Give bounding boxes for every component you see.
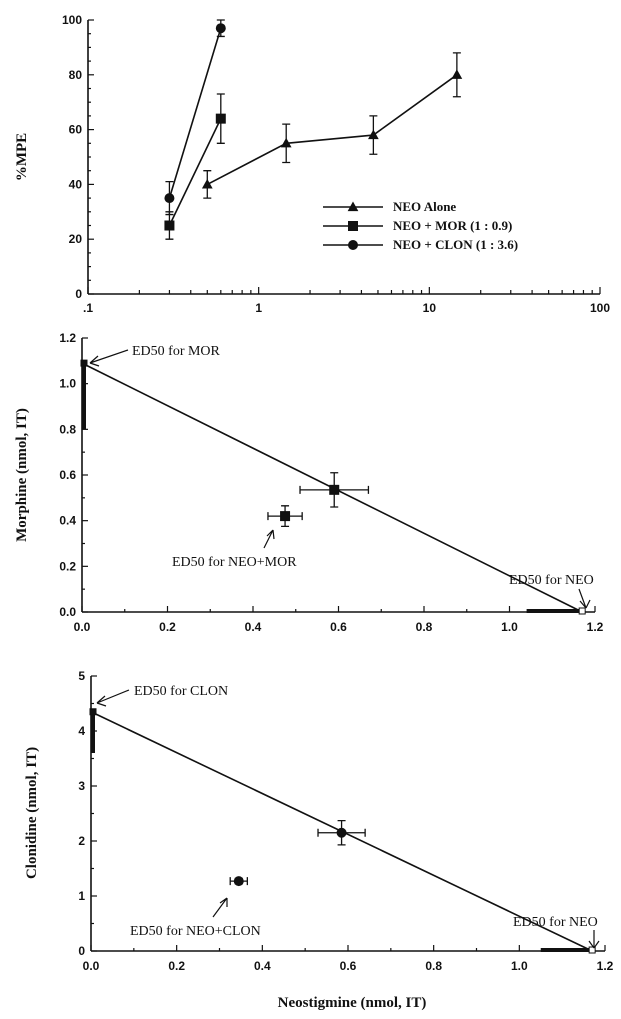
y-tick-label: 0.4 bbox=[59, 514, 76, 528]
ed50-point-y bbox=[89, 708, 97, 716]
y-ticks: 0 20 40 60 80 100 bbox=[62, 13, 94, 301]
series-line bbox=[168, 27, 222, 199]
data-point bbox=[215, 113, 226, 124]
y-axis-title: %MPE bbox=[14, 133, 30, 181]
y-tick-label: 0.0 bbox=[59, 605, 76, 619]
plot-area bbox=[89, 708, 596, 954]
series-group bbox=[164, 19, 463, 240]
y-tick-label: 0.2 bbox=[59, 559, 76, 573]
y-tick-label: 20 bbox=[69, 232, 83, 246]
y-tick-label: 5 bbox=[78, 669, 85, 683]
x-tick-label: 0.6 bbox=[340, 959, 357, 973]
y-tick-label: 60 bbox=[69, 123, 83, 137]
ed50-point-y bbox=[80, 359, 88, 367]
annotation-ed50-neo: ED50 for NEO bbox=[513, 915, 598, 930]
y-ticks: 0.0 0.2 0.4 0.6 0.8 1.0 1.2 bbox=[59, 331, 88, 619]
legend-marker bbox=[347, 201, 359, 212]
data-point bbox=[201, 178, 213, 189]
annotation-ed50-mor: ED50 for MOR bbox=[132, 344, 221, 359]
legend-label: NEO + CLON (1 : 3.6) bbox=[393, 237, 518, 252]
legend-marker bbox=[348, 240, 358, 250]
y-tick-label: 100 bbox=[62, 13, 82, 27]
y-tick-label: 4 bbox=[78, 724, 85, 738]
plot-area bbox=[80, 359, 586, 615]
y-tick-label: 3 bbox=[78, 779, 85, 793]
x-tick-label: .1 bbox=[83, 301, 93, 315]
x-tick-label: 1 bbox=[255, 301, 262, 315]
x-tick-label: 10 bbox=[423, 301, 437, 315]
y-tick-label: 1 bbox=[78, 889, 85, 903]
series-circle bbox=[164, 19, 226, 216]
x-tick-label: 0.4 bbox=[245, 620, 262, 634]
y-tick-label: 80 bbox=[69, 68, 83, 82]
x-tick-label: 1.2 bbox=[597, 959, 614, 973]
arrow-ed50-mor bbox=[89, 349, 129, 367]
x-tick-label: 0.2 bbox=[159, 620, 176, 634]
legend: NEO Alone NEO + MOR (1 : 0.9) NEO + CLON (… bbox=[323, 199, 518, 252]
arrow-ed50-neo-clon bbox=[212, 897, 228, 918]
y-ticks: 0 1 2 3 4 5 bbox=[78, 669, 97, 958]
panel-isobologram-clonidine: 0 1 2 3 4 5 0.0 0.2 0.4 0.6 0.8 1.0 1.2 Clonidine (… bbox=[24, 669, 614, 1011]
y-tick-label: 2 bbox=[78, 834, 85, 848]
x-tick-label: 1.2 bbox=[587, 620, 604, 634]
y-tick-label: 40 bbox=[69, 177, 83, 191]
x-tick-label: 1.0 bbox=[501, 620, 518, 634]
panel-isobologram-morphine: 0.0 0.2 0.4 0.6 0.8 1.0 1.2 0.0 0.2 0.4 0.6 0.8 1.0… bbox=[14, 331, 604, 634]
x-tick-label: 100 bbox=[590, 301, 610, 315]
x-tick-label: 0.6 bbox=[330, 620, 347, 634]
ed50-point-x bbox=[578, 607, 586, 615]
data-point bbox=[280, 137, 292, 148]
x-tick-label: 0.0 bbox=[74, 620, 91, 634]
arrow-ed50-neo bbox=[578, 588, 591, 609]
y-tick-label: 1.0 bbox=[59, 377, 76, 391]
y-tick-label: 1.2 bbox=[59, 331, 76, 345]
x-ticks: .1 1 10 100 bbox=[83, 287, 610, 315]
x-tick-label: 0.8 bbox=[416, 620, 433, 634]
annotation-ed50-neo: ED50 for NEO bbox=[509, 573, 594, 588]
series-line bbox=[168, 118, 222, 226]
y-tick-label: 0 bbox=[75, 287, 82, 301]
legend-marker bbox=[348, 221, 358, 231]
x-tick-label: 0.0 bbox=[83, 959, 100, 973]
y-axis-title: Clonidine (nmol, IT) bbox=[24, 747, 40, 879]
arrow-ed50-clon bbox=[96, 689, 130, 707]
x-tick-label: 1.0 bbox=[511, 959, 528, 973]
annotation-ed50-clon: ED50 for CLON bbox=[134, 684, 228, 699]
x-axis-title: Neostigmine (nmol, IT) bbox=[278, 995, 427, 1011]
x-ticks: 0.0 0.2 0.4 0.6 0.8 1.0 1.2 bbox=[74, 606, 604, 634]
theoretical-ed50-point bbox=[336, 827, 347, 838]
y-axis-title: Morphine (nmol, IT) bbox=[14, 408, 30, 542]
observed-ed50-point bbox=[280, 511, 291, 522]
arrow-ed50-neo bbox=[588, 930, 600, 949]
data-point bbox=[164, 220, 175, 231]
annotation-ed50-neo-clon: ED50 for NEO+CLON bbox=[130, 924, 261, 939]
y-tick-label: 0.6 bbox=[59, 468, 76, 482]
y-tick-label: 0.8 bbox=[59, 422, 76, 436]
theoretical-ed50-point bbox=[329, 484, 340, 495]
x-ticks: 0.0 0.2 0.4 0.6 0.8 1.0 1.2 bbox=[83, 945, 614, 973]
legend-label: NEO + MOR (1 : 0.9) bbox=[393, 218, 512, 233]
data-point bbox=[451, 69, 463, 79]
annotation-ed50-neo-mor: ED50 for NEO+MOR bbox=[172, 555, 297, 570]
x-tick-label: 0.4 bbox=[254, 959, 271, 973]
x-tick-label: 0.8 bbox=[425, 959, 442, 973]
x-tick-label: 0.2 bbox=[168, 959, 185, 973]
data-point bbox=[164, 193, 175, 204]
series-triangle bbox=[201, 52, 463, 199]
legend-label: NEO Alone bbox=[393, 199, 456, 214]
series-line bbox=[206, 74, 458, 186]
arrow-ed50-neo-mor bbox=[263, 529, 275, 549]
observed-ed50-point bbox=[233, 876, 244, 887]
ed50-point-x bbox=[588, 946, 596, 954]
data-point bbox=[215, 23, 226, 34]
data-point bbox=[368, 129, 379, 140]
y-tick-label: 0 bbox=[78, 944, 85, 958]
